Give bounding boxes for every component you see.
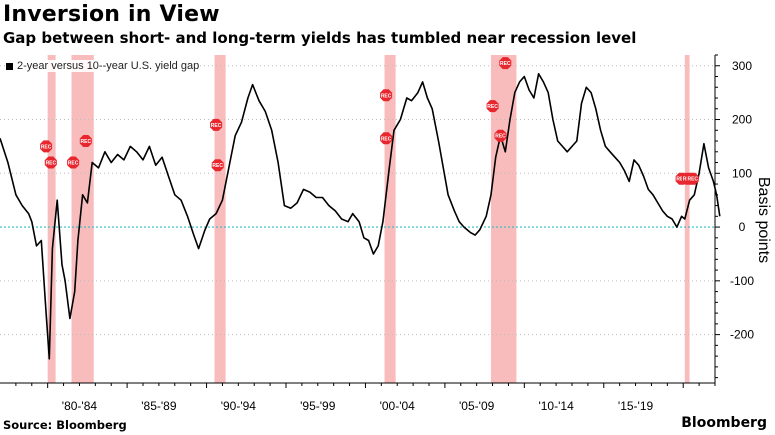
- axes: 300 200 100 0 -100 -200 '80-'84 '85-'89 '90-'94 '…: [0, 54, 754, 413]
- rec-marker-label: REC: [211, 123, 222, 129]
- y-tick-label: -200: [730, 328, 754, 342]
- chart-subtitle: Gap between short- and long-term yields …: [3, 29, 637, 47]
- rec-marker-shape: [210, 118, 223, 131]
- rec-marker-label: REC: [212, 163, 223, 169]
- rec-marker-0: REC: [40, 140, 53, 153]
- y-tick-label: 300: [732, 59, 752, 73]
- rec-marker-1: REC: [44, 156, 57, 169]
- rec-marker-shape: [79, 135, 92, 147]
- rec-marker-label: REC: [495, 134, 506, 140]
- rec-markers: RECRECRECRECRECRECRECRECRECRECRECRECRECR…: [40, 57, 699, 185]
- y-tick-label: 0: [739, 220, 746, 234]
- x-tick-label: '95-'99: [300, 399, 336, 413]
- rec-marker-13: REC: [686, 172, 699, 185]
- recession-band-5: [684, 55, 690, 383]
- rec-marker-label: REC: [381, 93, 392, 99]
- rec-marker-4: REC: [210, 118, 223, 131]
- x-tick-label: '90-'94: [221, 399, 257, 413]
- rec-marker-shape: [211, 159, 224, 172]
- legend: 2-year versus 10--year U.S. yield gap: [6, 60, 200, 72]
- rec-marker-shape: [380, 89, 393, 102]
- rec-marker-label: REC: [68, 161, 79, 167]
- y-tick-label: -100: [730, 274, 754, 288]
- rec-marker-shape: [44, 156, 57, 169]
- rec-marker-shape: [67, 156, 80, 169]
- rec-marker-6: REC: [380, 89, 393, 102]
- source-note: Source: Bloomberg: [3, 418, 127, 432]
- rec-marker-label: REC: [487, 104, 498, 110]
- rec-marker-9: REC: [499, 57, 512, 70]
- series-layer: [0, 73, 721, 360]
- chart-title: Inversion in View: [3, 2, 220, 27]
- recession-band-2: [214, 55, 226, 383]
- x-tick-label: '10-'14: [538, 399, 574, 413]
- rec-marker-label: REC: [687, 177, 698, 183]
- recession-band-0: [47, 55, 56, 383]
- rec-marker-shape: [686, 172, 699, 185]
- rec-marker-3: REC: [79, 135, 92, 147]
- rec-marker-shape: [494, 129, 507, 142]
- rec-marker-shape: [486, 100, 499, 113]
- rec-marker-label: REC: [676, 177, 687, 183]
- rec-marker-5: REC: [211, 159, 224, 172]
- rec-marker-label: REC: [81, 139, 92, 145]
- legend-swatch: [6, 62, 13, 70]
- rec-marker-label: REC: [46, 161, 57, 167]
- series-line-0: [0, 73, 721, 360]
- x-tick-label: '85-'89: [141, 399, 177, 413]
- rec-marker-shape: [40, 140, 53, 153]
- y-tick-label: 100: [732, 166, 752, 180]
- y-tick-label: 200: [732, 113, 752, 127]
- x-tick-label: '15-'19: [618, 399, 654, 413]
- x-tick-label: '80-'84: [62, 399, 98, 413]
- rec-marker-10: REC: [494, 129, 507, 142]
- rec-marker-8: REC: [486, 100, 499, 113]
- grid-lines: [0, 65, 715, 336]
- rec-marker-shape: [499, 57, 512, 70]
- x-tick-label: '00-'04: [380, 399, 416, 413]
- y-axis-label: Basis points: [755, 177, 772, 263]
- recession-band-1: [71, 55, 94, 383]
- bloomberg-logo: Bloomberg: [681, 415, 767, 431]
- x-tick-label: '05-'09: [459, 399, 495, 413]
- rec-marker-label: REC: [381, 136, 392, 142]
- rec-marker-label: REC: [500, 61, 511, 67]
- rec-marker-shape: [380, 132, 393, 145]
- rec-marker-2: REC: [67, 156, 80, 169]
- rec-marker-7: REC: [380, 132, 393, 145]
- recession-band-3: [384, 55, 396, 383]
- legend-label: 2-year versus 10--year U.S. yield gap: [17, 60, 200, 72]
- recession-bands: [47, 55, 690, 383]
- rec-marker-label: REC: [41, 144, 52, 150]
